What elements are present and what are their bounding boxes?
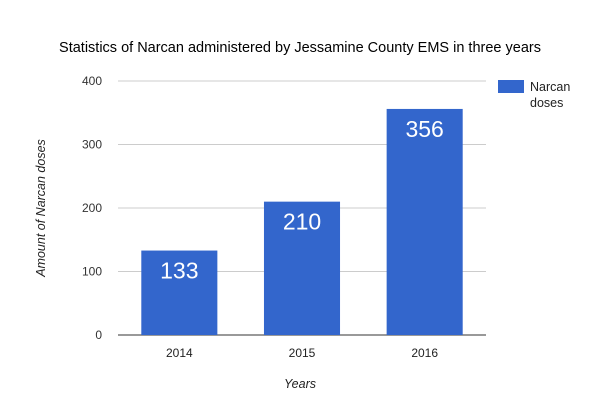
y-tick-label: 200 [82, 201, 102, 215]
y-axis-ticks: 0 100 200 300 400 [82, 74, 102, 342]
legend-swatch [498, 80, 524, 93]
x-axis-ticks: 2014 2015 2016 [166, 346, 438, 360]
legend-label-line2: doses [530, 96, 563, 110]
x-tick-label: 2014 [166, 346, 193, 360]
y-axis-label: Amount of Narcan doses [34, 139, 48, 278]
y-tick-label: 0 [95, 328, 102, 342]
y-tick-label: 100 [82, 265, 102, 279]
bars [141, 108, 463, 335]
legend: Narcan doses [498, 80, 570, 110]
bar-data-labels: 133 210 356 [160, 116, 444, 284]
bar-data-label: 210 [283, 209, 321, 235]
x-tick-label: 2016 [411, 346, 438, 360]
x-tick-label: 2015 [289, 346, 316, 360]
bar-2015 [263, 201, 341, 335]
x-axis-label: Years [284, 377, 316, 391]
y-tick-label: 400 [82, 74, 102, 88]
legend-label-line1: Narcan [530, 80, 570, 94]
bar-2016 [386, 108, 463, 335]
bar-data-label: 356 [405, 116, 443, 142]
chart-title: Statistics of Narcan administered by Jes… [59, 40, 541, 56]
y-tick-label: 300 [82, 138, 102, 152]
bar-2014 [141, 250, 218, 335]
bar-data-label: 133 [160, 258, 198, 284]
